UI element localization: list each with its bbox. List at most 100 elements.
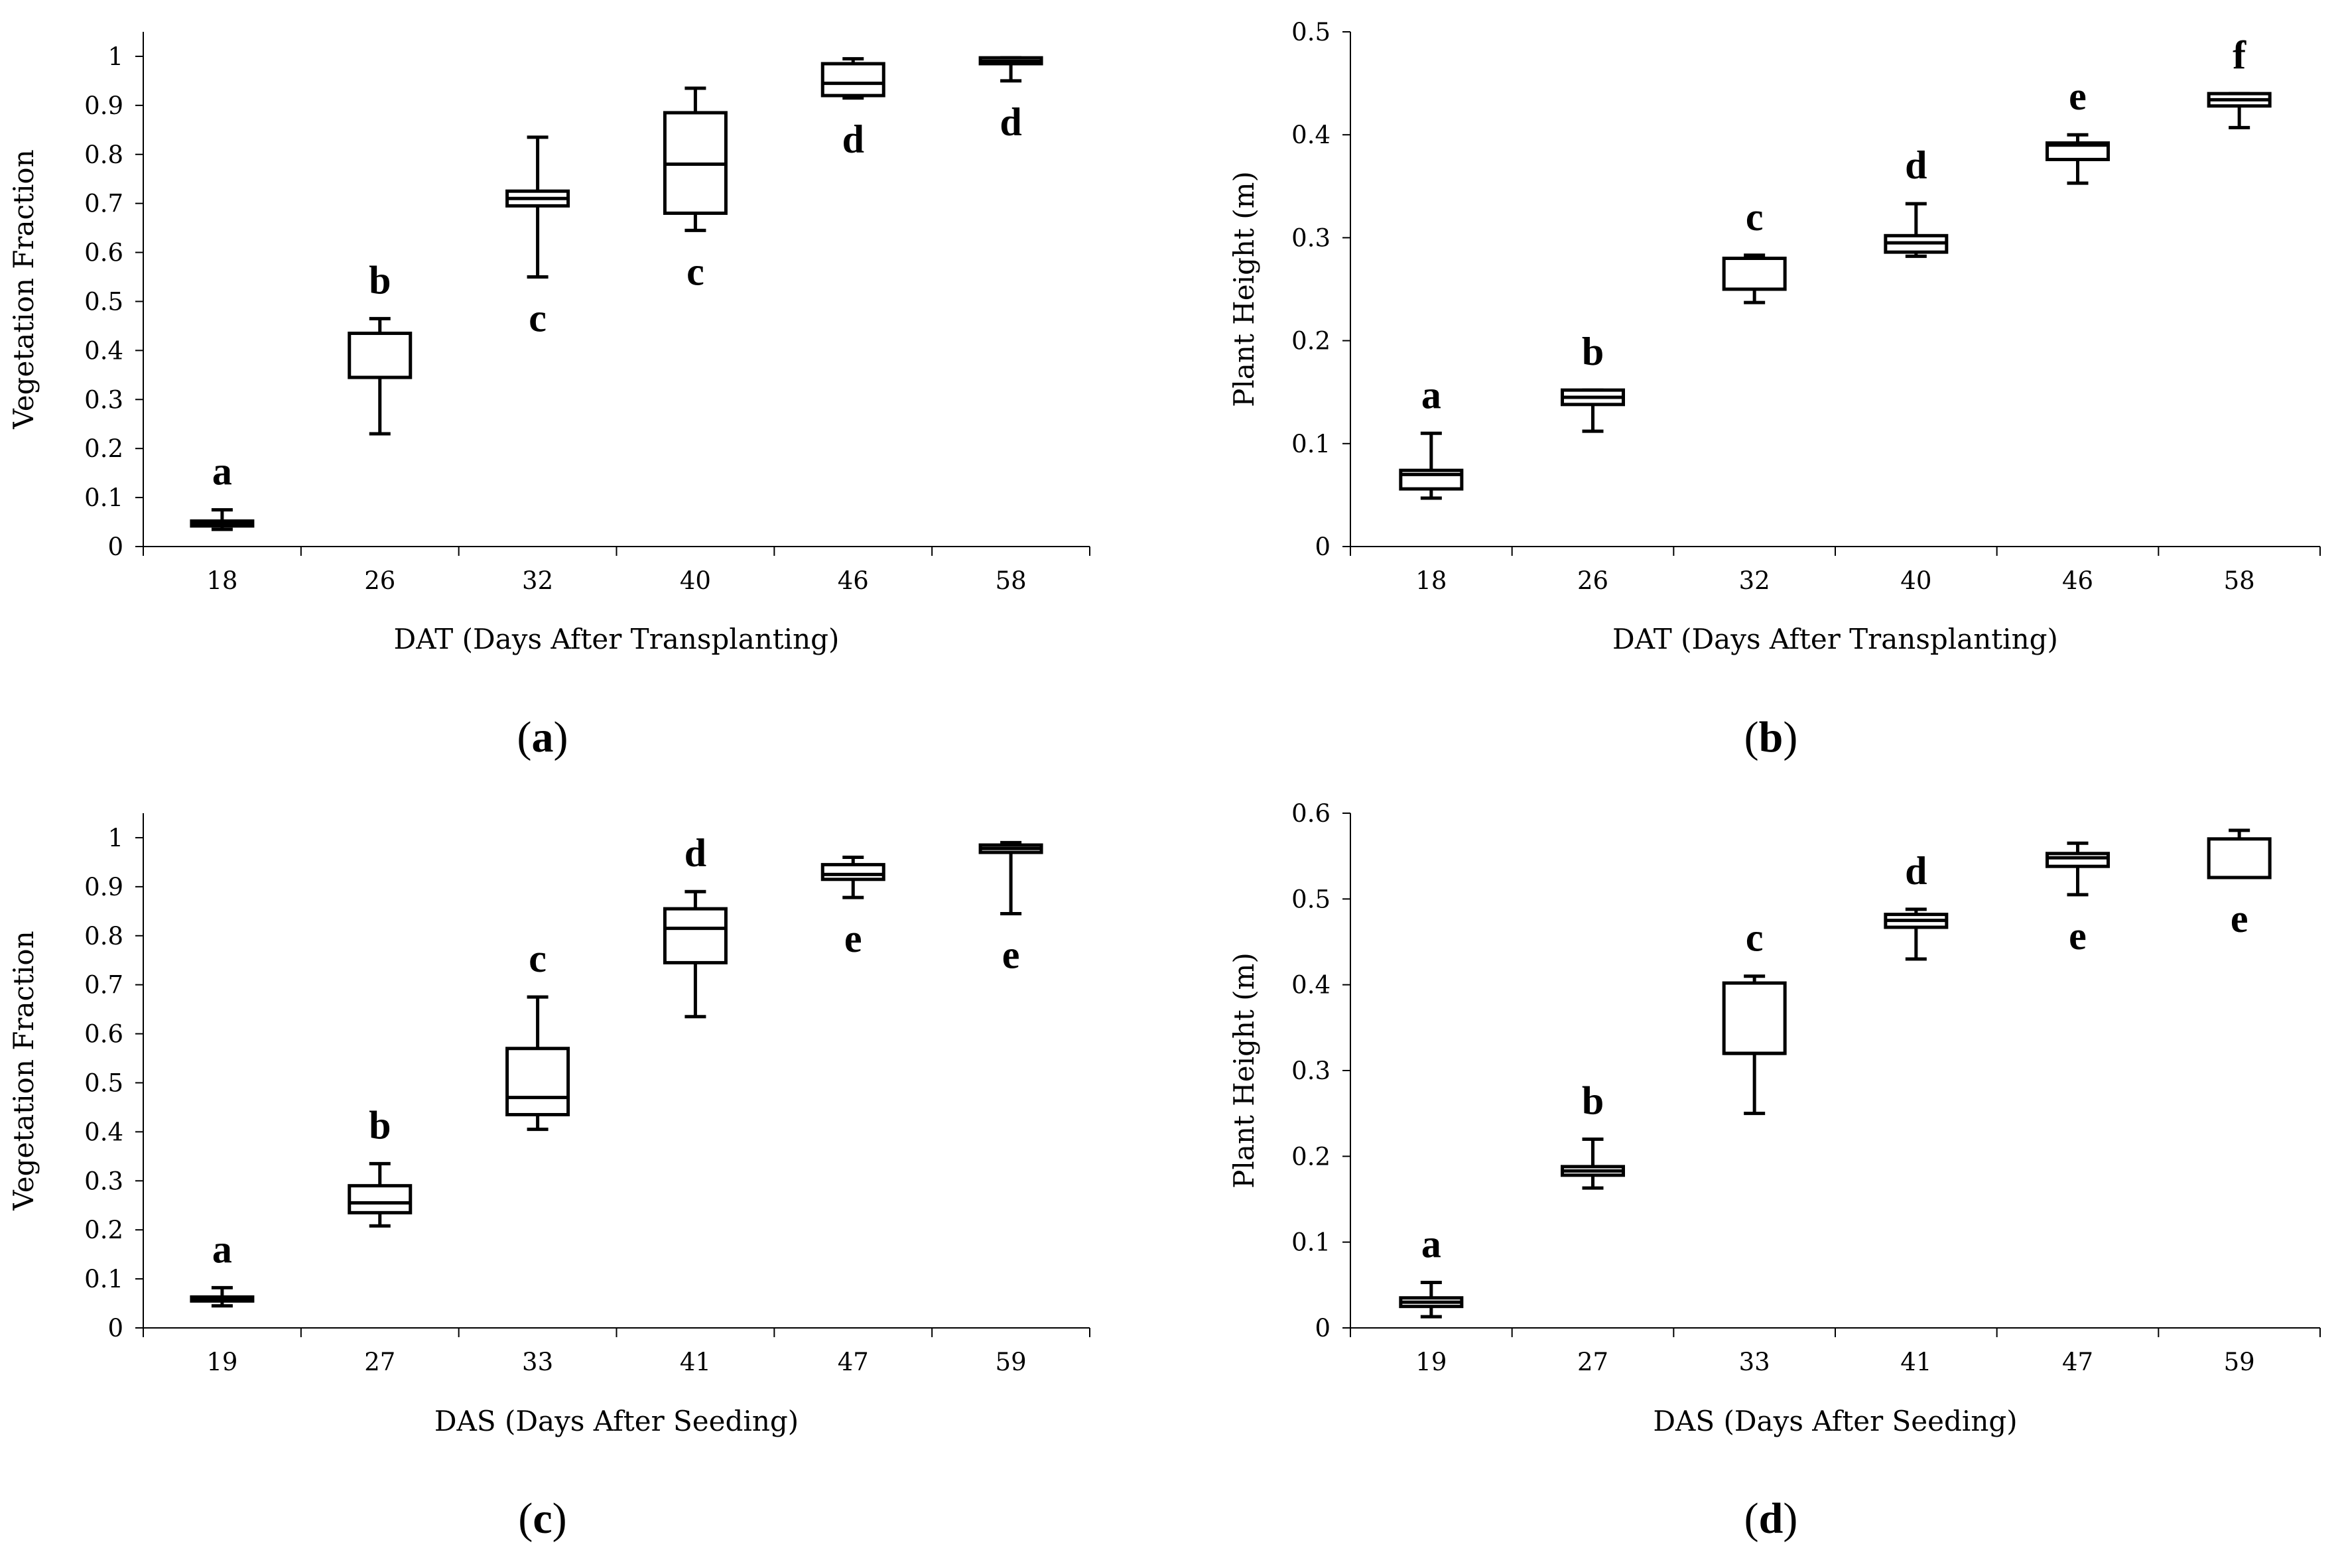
x-tick-label: 40 — [1900, 566, 1931, 595]
y-tick-label: 0.2 — [84, 1216, 123, 1244]
x-tick-label: 58 — [2224, 566, 2255, 595]
y-tick-label: 0.2 — [1291, 327, 1331, 356]
caption-a-open: ( — [517, 713, 532, 761]
significance-letter: c — [1746, 195, 1764, 239]
box-32: c — [1722, 195, 1787, 304]
caption-d-open: ( — [1744, 1494, 1759, 1543]
y-axis-title: Plant Height (m) — [1228, 952, 1260, 1189]
iqr-box — [1722, 981, 1787, 1055]
significance-letter: d — [1000, 100, 1021, 144]
x-tick-label: 33 — [1739, 1348, 1770, 1376]
x-axis-title: DAS (Days After Seeding) — [1653, 1405, 2017, 1437]
significance-letter: e — [844, 917, 862, 960]
y-tick-label: 0.4 — [1291, 971, 1331, 1000]
significance-letter: b — [1582, 330, 1604, 373]
x-tick-label: 59 — [2224, 1348, 2255, 1376]
box-59: e — [2207, 828, 2272, 941]
x-tick-label: 33 — [522, 1348, 553, 1376]
significance-letter: a — [1421, 1222, 1441, 1266]
iqr-box — [820, 62, 885, 98]
y-tick-label: 0.9 — [84, 92, 123, 120]
iqr-box — [2207, 837, 2272, 880]
caption-b-letter: b — [1758, 713, 1784, 761]
box-26: b — [1561, 330, 1625, 433]
y-tick-label: 0.6 — [84, 1020, 123, 1049]
box-58: d — [978, 56, 1043, 144]
x-tick-label: 46 — [2062, 566, 2093, 595]
x-tick-label: 27 — [364, 1348, 395, 1376]
iqr-box — [2046, 852, 2110, 868]
y-axis-title: Vegetation Fraction — [7, 931, 40, 1210]
y-tick-label: 0.3 — [1291, 1057, 1331, 1085]
caption-c-close: ) — [552, 1494, 567, 1543]
box-41: d — [1884, 849, 1949, 961]
y-tick-label: 0.1 — [84, 1265, 123, 1293]
caption-a-close: ) — [553, 713, 568, 761]
x-tick-label: 27 — [1577, 1348, 1608, 1376]
box-32: c — [505, 135, 570, 340]
caption-a-letter: a — [531, 713, 554, 761]
y-tick-label: 0 — [1315, 1314, 1331, 1342]
significance-letter: e — [1002, 933, 1020, 977]
y-tick-label: 0.3 — [84, 385, 123, 414]
y-tick-label: 0.2 — [84, 434, 123, 463]
x-tick-label: 18 — [206, 566, 237, 595]
significance-letter: d — [1905, 143, 1927, 187]
caption-c-letter: c — [533, 1494, 552, 1543]
significance-letter: f — [2233, 33, 2246, 77]
y-tick-label: 0.4 — [84, 336, 123, 365]
x-tick-label: 46 — [838, 566, 869, 595]
box-27: b — [1561, 1078, 1625, 1190]
y-axis-title: Plant Height (m) — [1228, 171, 1260, 407]
y-axis-title: Vegetation Fraction — [7, 149, 40, 429]
x-tick-label: 18 — [1415, 566, 1447, 595]
box-46: e — [2046, 74, 2110, 185]
significance-letter: e — [2069, 74, 2087, 118]
y-tick-label: 0 — [107, 533, 123, 561]
box-47: e — [2046, 841, 2110, 958]
y-tick-label: 0.5 — [1291, 885, 1331, 913]
x-tick-label: 19 — [1415, 1348, 1447, 1376]
box-59: e — [978, 840, 1043, 977]
box-46: d — [820, 57, 885, 161]
significance-letter: c — [529, 296, 547, 340]
x-tick-label: 59 — [996, 1348, 1027, 1376]
x-tick-label: 47 — [838, 1348, 869, 1376]
x-tick-label: 32 — [1739, 566, 1770, 595]
y-tick-label: 0 — [107, 1314, 123, 1342]
x-tick-label: 40 — [680, 566, 711, 595]
x-axis-title: DAS (Days After Seeding) — [434, 1405, 799, 1437]
box-18: a — [190, 450, 255, 531]
significance-letter: e — [2231, 897, 2248, 941]
box-58: f — [2207, 33, 2272, 129]
iqr-box — [505, 1047, 570, 1117]
y-tick-label: 0.7 — [84, 971, 123, 1000]
caption-a: (a) — [476, 712, 609, 763]
x-tick-label: 47 — [2062, 1348, 2093, 1376]
significance-letter: d — [1905, 849, 1927, 893]
x-tick-label: 41 — [1900, 1348, 1931, 1376]
y-tick-label: 0.6 — [84, 239, 123, 267]
y-tick-label: 1 — [107, 42, 123, 71]
y-tick-label: 0.2 — [1291, 1142, 1331, 1171]
x-tick-label: 26 — [364, 566, 395, 595]
y-tick-label: 0.6 — [1291, 799, 1331, 828]
caption-c: (c) — [476, 1494, 609, 1544]
y-tick-label: 0.9 — [84, 873, 123, 901]
y-tick-label: 0.1 — [1291, 430, 1331, 458]
significance-letter: a — [212, 450, 232, 493]
caption-d-close: ) — [1783, 1494, 1798, 1543]
y-tick-label: 0.4 — [1291, 121, 1331, 149]
y-tick-label: 0.1 — [84, 484, 123, 512]
box-40: d — [1884, 143, 1949, 258]
iqr-box — [348, 1184, 413, 1214]
box-27: b — [348, 1103, 413, 1228]
significance-letter: d — [842, 117, 864, 161]
y-tick-label: 0.3 — [84, 1167, 123, 1195]
x-tick-label: 26 — [1577, 566, 1608, 595]
significance-letter: c — [529, 937, 547, 980]
y-tick-label: 0.3 — [1291, 224, 1331, 252]
significance-letter: b — [369, 1103, 391, 1147]
